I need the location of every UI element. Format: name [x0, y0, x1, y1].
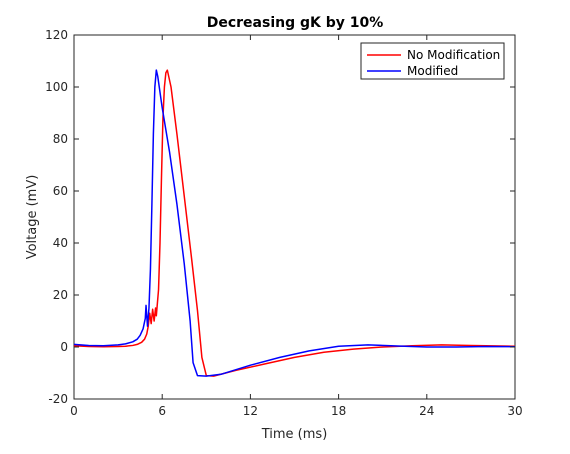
- x-tick-label: 18: [331, 404, 346, 418]
- x-tick-label: 30: [507, 404, 522, 418]
- y-tick-label: -20: [48, 392, 68, 406]
- y-tick-label: 0: [60, 340, 68, 354]
- chart-title: Decreasing gK by 10%: [207, 15, 384, 31]
- y-tick-label: 20: [53, 288, 68, 302]
- axes-box: [73, 34, 516, 400]
- x-tick-label: 0: [70, 404, 78, 418]
- series-line-no-modification: [73, 69, 516, 377]
- x-tick-label: 24: [419, 404, 434, 418]
- x-axis-label: Time (ms): [261, 427, 328, 442]
- series-line-modified: [73, 69, 516, 377]
- y-tick-label: 60: [53, 184, 68, 198]
- x-tick-label: 6: [158, 404, 166, 418]
- y-tick-label: 80: [53, 132, 68, 146]
- y-tick-label: 40: [53, 236, 68, 250]
- y-tick-label: 100: [45, 80, 68, 94]
- y-tick-label: 120: [45, 28, 68, 42]
- x-tick-label: 12: [243, 404, 258, 418]
- legend-label-no-modification: No Modification: [407, 48, 500, 62]
- series-layer: [73, 69, 516, 377]
- legend: No Modification Modified: [360, 42, 505, 80]
- legend-label-modified: Modified: [407, 64, 458, 78]
- y-axis-label: Voltage (mV): [25, 175, 40, 260]
- legend-box: [360, 42, 505, 80]
